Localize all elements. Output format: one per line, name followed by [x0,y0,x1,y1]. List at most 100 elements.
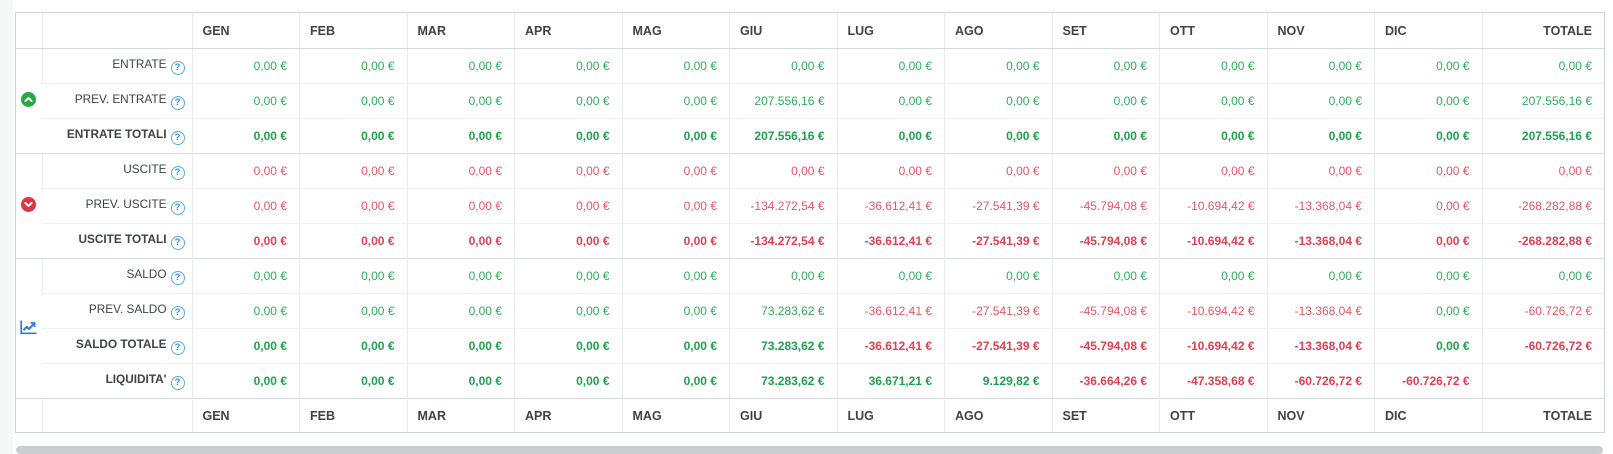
help-icon[interactable]: ? [170,131,185,145]
cell-saldo-totale-lug: -36.612,41 € [836,328,945,364]
cell-saldo-totale-ott: -10.694,42 € [1159,328,1267,364]
cell-prev-entrate-nov: 0,00 € [1266,83,1375,119]
month-header-nov: NOV [1266,13,1375,49]
month-header-gen: GEN [191,13,300,49]
corner-label-cell [41,398,192,432]
cell-saldo-gen: 0,00 € [191,258,300,294]
table-header: GEN FEB MAR APR MAG GIU LUG AGO SET OTT NOV DIC TOTA… [16,13,1604,49]
cash-flow-table: GEN FEB MAR APR MAG GIU LUG AGO SET OTT NOV DIC TOTA… [16,13,1604,432]
month-header-ago: AGO [944,13,1052,49]
cell-uscite-totali-ago: -27.541,39 € [944,223,1052,259]
cell-liquidita-lug: 36.671,21 € [836,363,945,399]
cell-entrate-totali-totale: 207.556,16 € [1481,118,1604,154]
cell-uscite-totale: 0,00 € [1481,153,1604,189]
help-icon[interactable]: ? [170,271,185,285]
corner-icon-cell [16,13,42,49]
cell-uscite-totali-gen: 0,00 € [191,223,300,259]
cell-liquidita-ott: -47.358,68 € [1159,363,1267,399]
cell-prev-uscite-lug: -36.612,41 € [836,188,945,224]
row-label-text: PREV. ENTRATE [74,92,167,106]
cell-entrate-ott: 0,00 € [1159,48,1267,84]
help-icon[interactable]: ? [170,96,185,110]
cell-uscite-feb: 0,00 € [299,153,407,189]
cell-saldo-totale-giu: 73.283,62 € [729,328,837,364]
row-label-entrate-totali: ENTRATE TOTALI? [42,118,192,154]
cell-entrate-totali-dic: 0,00 € [1374,118,1482,154]
group-entrate-cell [16,48,42,154]
cell-uscite-totali-totale: -268.282,88 € [1481,223,1604,259]
month-header-giu: GIU [729,13,837,49]
cell-prev-entrate-apr: 0,00 € [514,83,622,119]
month-header-gen: GEN [191,398,300,432]
cell-uscite-totali-mar: 0,00 € [406,223,515,259]
cell-entrate-ago: 0,00 € [944,48,1052,84]
arrow-up-circle-icon[interactable] [21,92,37,107]
row-label-uscite: USCITE? [41,153,192,189]
cell-prev-uscite-totale: -268.282,88 € [1481,188,1604,224]
total-header: TOTALE [1481,398,1604,432]
month-header-mar: MAR [406,13,515,49]
cell-liquidita-nov: -60.726,72 € [1266,363,1375,399]
cell-saldo-totale-nov: -13.368,04 € [1266,328,1375,364]
cell-saldo-lug: 0,00 € [836,258,945,294]
cell-entrate-lug: 0,00 € [836,48,945,84]
cell-uscite-ott: 0,00 € [1159,153,1267,189]
cell-entrate-totali-lug: 0,00 € [836,118,945,154]
cell-uscite-ago: 0,00 € [944,153,1052,189]
row-prev-saldo: PREV. SALDO? 0,00 €0,00 €0,00 €0,00 €0,00… [16,293,1604,329]
cell-entrate-totali-giu: 207.556,16 € [729,118,837,154]
cell-saldo-mar: 0,00 € [406,258,515,294]
cell-saldo-totale-gen: 0,00 € [191,328,300,364]
month-header-apr: APR [514,13,622,49]
horizontal-scrollbar-thumb[interactable] [16,446,1603,454]
cell-liquidita-gen: 0,00 € [191,363,300,399]
table-body: ENTRATE? 0,00 €0,00 €0,00 €0,00 €0,00 €0,… [16,48,1604,399]
help-icon[interactable]: ? [170,306,185,320]
cell-liquidita-mar: 0,00 € [406,363,515,399]
cell-prev-uscite-ago: -27.541,39 € [944,188,1052,224]
help-icon[interactable]: ? [170,236,185,250]
month-header-ago: AGO [944,398,1052,432]
chart-line-icon[interactable] [20,320,37,335]
cell-prev-uscite-dic: 0,00 € [1374,188,1482,224]
cell-saldo-totale-ago: -27.541,39 € [944,328,1052,364]
cell-saldo-apr: 0,00 € [514,258,622,294]
cell-prev-saldo-set: -45.794,08 € [1051,293,1160,329]
cell-uscite-totali-feb: 0,00 € [299,223,407,259]
help-icon[interactable]: ? [170,376,185,390]
row-entrate-totali: ENTRATE TOTALI? 0,00 €0,00 €0,00 €0,00 €0… [16,118,1604,154]
row-entrate: ENTRATE? 0,00 €0,00 €0,00 €0,00 €0,00 €0,… [16,48,1604,154]
cell-saldo-totale-set: -45.794,08 € [1051,328,1160,364]
cell-prev-saldo-ott: -10.694,42 € [1159,293,1267,329]
cell-uscite-apr: 0,00 € [514,153,622,189]
cell-saldo-mag: 0,00 € [621,258,730,294]
month-header-mar: MAR [406,398,515,432]
help-icon[interactable]: ? [170,166,185,180]
month-header-ott: OTT [1159,13,1267,49]
corner-label-cell [41,13,192,49]
cell-prev-saldo-gen: 0,00 € [191,293,300,329]
help-icon[interactable]: ? [170,201,185,215]
cell-saldo-giu: 0,00 € [729,258,837,294]
cell-saldo-ago: 0,00 € [944,258,1052,294]
month-header-giu: GIU [729,398,837,432]
cell-prev-saldo-feb: 0,00 € [299,293,407,329]
cell-prev-uscite-ott: -10.694,42 € [1159,188,1267,224]
row-liquidita: LIQUIDITA'? 0,00 €0,00 €0,00 €0,00 €0,00 … [16,363,1604,399]
cell-entrate-totali-set: 0,00 € [1051,118,1160,154]
cell-saldo-totale-totale: -60.726,72 € [1481,328,1604,364]
arrow-down-circle-icon[interactable] [21,197,37,212]
cell-liquidita-totale [1481,363,1604,399]
cell-saldo-totale-apr: 0,00 € [514,328,622,364]
help-icon[interactable]: ? [170,61,185,75]
month-header-dic: DIC [1374,13,1482,49]
cell-uscite-gen: 0,00 € [191,153,300,189]
row-label-saldo: SALDO? [41,258,192,294]
cell-prev-saldo-mar: 0,00 € [406,293,515,329]
cell-entrate-totali-ago: 0,00 € [944,118,1052,154]
row-label-uscite-totali: USCITE TOTALI? [42,223,192,259]
cell-uscite-totali-set: -45.794,08 € [1051,223,1160,259]
row-label-text: LIQUIDITA' [105,372,167,386]
help-icon[interactable]: ? [170,341,185,355]
